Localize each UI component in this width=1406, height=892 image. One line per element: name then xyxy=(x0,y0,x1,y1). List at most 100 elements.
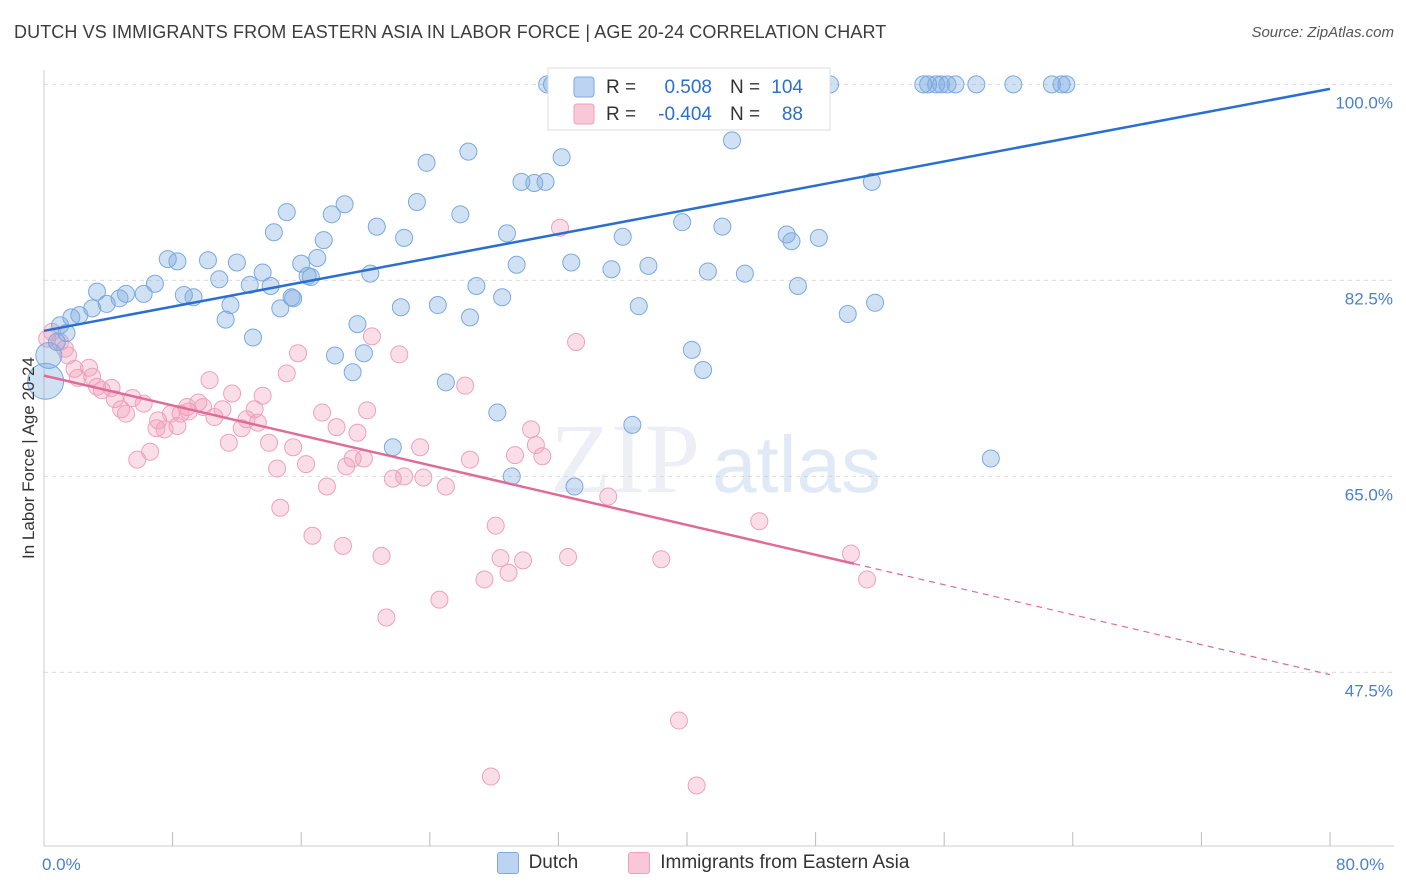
dutch-point xyxy=(383,438,402,457)
dutch-point xyxy=(914,75,933,94)
dutch-point xyxy=(221,296,240,315)
legend-item-immigrants[interactable]: Immigrants from Eastern Asia xyxy=(628,852,909,874)
immigrants-point xyxy=(116,404,135,423)
immigrants-point xyxy=(219,433,238,452)
immigrants-point xyxy=(414,468,433,487)
y-tick-label: 100.0% xyxy=(1335,93,1393,112)
immigrants-point xyxy=(567,333,586,351)
immigrants-point xyxy=(436,477,455,496)
dutch-point xyxy=(713,217,732,236)
immigrants-trend-line xyxy=(43,374,855,565)
immigrants-point xyxy=(456,376,475,395)
dutch-point xyxy=(629,297,648,316)
dutch-point xyxy=(168,252,187,271)
grid-lines xyxy=(44,83,1394,673)
axes xyxy=(43,70,1394,847)
immigrants-point xyxy=(750,512,769,531)
dutch-point xyxy=(562,253,581,272)
dutch-point xyxy=(417,153,436,172)
dutch-point xyxy=(428,296,447,315)
immigrants-point xyxy=(271,498,290,517)
trend-lines xyxy=(43,87,1331,676)
immigrants-point xyxy=(486,516,505,535)
immigrants-point xyxy=(313,403,332,422)
immigrants-point xyxy=(652,550,671,569)
immigrants-point xyxy=(358,401,377,420)
immigrants-point xyxy=(253,386,272,405)
dutch-point xyxy=(493,288,512,307)
immigrants-point xyxy=(687,776,706,795)
immigrants-point xyxy=(362,327,381,346)
dutch-point xyxy=(395,228,414,247)
dutch-point xyxy=(723,131,742,150)
dutch-point xyxy=(460,308,479,327)
dutch-point xyxy=(391,298,410,317)
dutch-point xyxy=(1057,75,1076,94)
dutch-point xyxy=(698,262,717,281)
legend-n-label-blue: N = xyxy=(730,77,760,98)
immigrants-point xyxy=(460,450,479,469)
immigrants-point xyxy=(333,536,352,555)
immigrants-point xyxy=(297,455,316,474)
immigrants-point xyxy=(83,367,102,386)
dutch-point xyxy=(981,449,1000,468)
immigrants-point xyxy=(522,420,541,439)
y-axis-label: In Labor Force | Age 20-24 xyxy=(19,357,38,559)
legend-r-value-pink: -0.404 xyxy=(658,104,712,125)
dutch-point xyxy=(623,415,642,434)
immigrants-point xyxy=(505,446,524,465)
legend-n-label-pink: N = xyxy=(730,104,760,125)
immigrants-trend-extension xyxy=(854,563,1331,676)
immigrants-point xyxy=(277,364,296,383)
immigrants-point xyxy=(303,526,322,545)
immigrants-point xyxy=(377,608,396,627)
immigrants-point xyxy=(559,548,578,567)
dutch-point xyxy=(216,310,235,329)
x-tick-label-min: 0.0% xyxy=(42,855,81,874)
dutch-point xyxy=(83,299,102,318)
immigrants-point xyxy=(533,447,552,466)
immigrants-point xyxy=(383,469,402,488)
dutch-point xyxy=(782,232,801,251)
dutch-point xyxy=(407,193,426,211)
immigrants-point xyxy=(268,459,287,478)
immigrants-point xyxy=(105,390,124,409)
dutch-point xyxy=(253,263,272,282)
dutch-point xyxy=(1004,75,1023,94)
dutch-point xyxy=(639,256,658,275)
immigrants-point xyxy=(411,438,430,457)
dutch-point xyxy=(88,282,107,301)
immigrants-point xyxy=(223,384,242,403)
immigrants-point xyxy=(372,546,391,565)
dutch-point xyxy=(367,217,386,236)
dutch-point xyxy=(264,223,283,242)
immigrants-point xyxy=(348,423,367,442)
immigrants-point xyxy=(491,549,510,568)
dutch-point xyxy=(436,373,455,392)
dutch-trend-line xyxy=(43,87,1331,333)
dutch-point xyxy=(552,148,571,167)
immigrants-point xyxy=(858,570,877,589)
dutch-points xyxy=(27,75,1076,496)
chart-title: DUTCH VS IMMIGRANTS FROM EASTERN ASIA IN… xyxy=(14,22,887,42)
dutch-point xyxy=(271,299,290,318)
dutch-point xyxy=(613,227,632,246)
legend-item-dutch[interactable]: Dutch xyxy=(496,852,578,874)
dutch-point xyxy=(512,172,531,191)
immigrants-point xyxy=(141,442,160,461)
dutch-point xyxy=(284,289,303,308)
dutch-point xyxy=(198,251,217,270)
dutch-point xyxy=(838,305,857,323)
y-tick-label: 65.0% xyxy=(1345,485,1393,504)
dutch-point xyxy=(602,260,621,279)
immigrants-point xyxy=(260,433,279,452)
dutch-point xyxy=(210,270,229,289)
dutch-point xyxy=(735,264,754,283)
legend-r-label-blue: R = xyxy=(606,77,636,98)
immigrants-point xyxy=(526,436,545,455)
immigrants-point xyxy=(599,487,618,506)
immigrants-point xyxy=(430,590,449,609)
dutch-point xyxy=(322,205,341,224)
immigrants-point xyxy=(395,467,414,486)
dutch-point xyxy=(116,284,135,303)
